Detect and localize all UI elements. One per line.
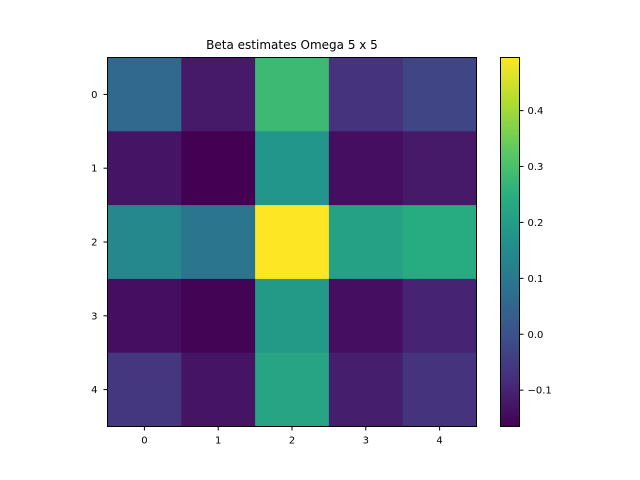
x-axis: 0 1 2 3 4	[141, 426, 443, 447]
heatmap-cell	[402, 352, 477, 427]
colorbar-axis: −0.1 0.0 0.1 0.2 0.3 0.4	[519, 106, 552, 397]
x-tick-label: 4	[436, 436, 442, 447]
heatmap-cell	[107, 57, 182, 132]
heatmap-cell	[181, 57, 256, 132]
heatmap-cell	[107, 278, 182, 354]
heatmap-cell	[181, 278, 256, 354]
heatmap-cell	[255, 352, 330, 427]
heatmap-cell	[328, 131, 404, 206]
heatmap-cell	[181, 205, 256, 280]
colorbar-tick-label: 0.4	[528, 106, 544, 117]
colorbar	[500, 57, 520, 427]
heatmap-cell	[107, 352, 182, 427]
colorbar-tick-label: 0.0	[528, 330, 544, 341]
y-tick-label: 4	[91, 385, 97, 396]
chart-title: Beta estimates Omega 5 x 5	[206, 38, 378, 52]
heatmap-cell	[181, 352, 256, 427]
heatmap-cell	[328, 278, 404, 354]
y-tick-label: 1	[91, 164, 97, 175]
x-tick-label: 2	[289, 436, 295, 447]
heatmap-cell	[402, 278, 477, 354]
x-tick-label: 1	[215, 436, 221, 447]
colorbar-tick-label: 0.3	[528, 162, 544, 173]
heatmap-cell	[107, 205, 182, 280]
x-tick-label: 0	[141, 436, 147, 447]
heatmap-cell	[255, 131, 330, 206]
heatmap-cell	[328, 205, 404, 280]
colorbar-tick-label: 0.1	[528, 274, 544, 285]
y-axis: 0 1 2 3 4	[91, 90, 108, 396]
heatmap-cell	[328, 57, 404, 132]
heatmap-cell	[402, 205, 477, 280]
heatmap-cell	[255, 57, 330, 132]
colorbar-tick-label: −0.1	[528, 386, 552, 397]
heatmap-cells	[107, 57, 477, 427]
heatmap-cell	[255, 205, 330, 280]
y-tick-label: 2	[91, 238, 97, 249]
x-tick-label: 3	[363, 436, 369, 447]
heatmap-cell	[107, 131, 182, 206]
heatmap-cell	[181, 131, 256, 206]
heatmap-cell	[402, 131, 477, 206]
y-tick-label: 0	[91, 90, 97, 101]
y-tick-label: 3	[91, 311, 97, 322]
heatmap-cell	[255, 278, 330, 354]
heatmap-cell	[402, 57, 477, 132]
heatmap-cell	[328, 352, 404, 427]
colorbar-tick-label: 0.2	[528, 218, 544, 229]
